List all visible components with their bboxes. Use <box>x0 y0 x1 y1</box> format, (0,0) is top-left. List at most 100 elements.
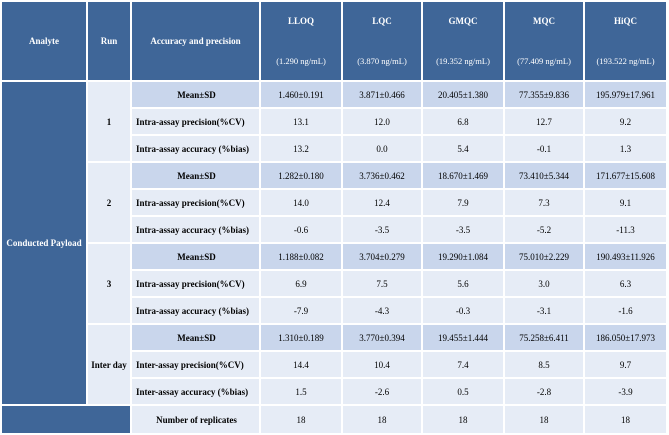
value-cell: -5.2 <box>503 215 585 244</box>
row-label: Mean±SD <box>130 80 261 109</box>
value-cell: 6.8 <box>421 107 505 136</box>
value-cell: -3.1 <box>503 296 585 325</box>
value-cell: 14.4 <box>259 350 343 379</box>
analyte-cell: Conducted Payload <box>0 80 88 406</box>
table-row: Intra-assay accuracy (%bias) -7.9 -4.3 -0.3… <box>1 296 668 325</box>
table-row: Inter day Mean±SD 1.310±0.189 3.770±0.394 19… <box>1 323 668 406</box>
replicate-cell: 18 <box>503 404 585 435</box>
value-cell: -7.9 <box>259 296 343 325</box>
value-cell: 75.258±6.411 <box>503 323 585 352</box>
value-cell: 18.670±1.469 <box>421 161 505 190</box>
value-cell: 20.405±1.380 <box>421 80 505 109</box>
row-label: Intra-assay precision(%CV) <box>130 107 261 136</box>
header-row: Analyte Run Accuracy and precision LLOQ(… <box>0 0 668 82</box>
row-label: Mean±SD <box>130 242 261 271</box>
value-cell: 7.9 <box>421 188 505 217</box>
value-cell: 1.5 <box>259 377 343 406</box>
value-cell: 12.0 <box>341 107 423 136</box>
table-row: 3 Mean±SD 1.188±0.082 3.704±0.279 19.290±1.0… <box>1 242 668 325</box>
value-cell: 10.4 <box>341 350 423 379</box>
value-cell: 9.7 <box>583 350 668 379</box>
header-run: Run <box>86 0 132 82</box>
value-cell: 3.770±0.394 <box>341 323 423 352</box>
value-cell: 186.050±17.973 <box>583 323 668 352</box>
value-cell: -0.6 <box>259 215 343 244</box>
value-cell: 5.6 <box>421 269 505 298</box>
value-cell: 3.871±0.466 <box>341 80 423 109</box>
value-cell: -0.3 <box>421 296 505 325</box>
run-cell: 2 <box>86 161 132 244</box>
value-cell: 13.1 <box>259 107 343 136</box>
header-level: GMQC (19.352 ng/mL) <box>421 0 505 82</box>
table-row: Intra-assay precision(%CV) 13.1 12.0 6.8 12.… <box>1 107 668 136</box>
value-cell: 12.4 <box>341 188 423 217</box>
value-cell: -3.5 <box>421 215 505 244</box>
value-cell: 3.0 <box>503 269 585 298</box>
value-cell: 7.5 <box>341 269 423 298</box>
value-cell: 8.5 <box>503 350 585 379</box>
table-row: 2 Mean±SD 1.282±0.180 3.736±0.462 18.670±1.4… <box>1 161 668 244</box>
table-row: Intra-assay accuracy (%bias) -0.6 -3.5 -3.5… <box>1 215 668 244</box>
value-cell: -3.5 <box>341 215 423 244</box>
value-cell: 190.493±11.926 <box>583 242 668 271</box>
value-cell: 14.0 <box>259 188 343 217</box>
table-row: Intra-assay accuracy (%bias) 13.2 0.0 5.4 -0… <box>1 134 668 163</box>
value-cell: 7.4 <box>421 350 505 379</box>
table-row: Intra-assay precision(%CV) 6.9 7.5 5.6 3.0 6.… <box>1 269 668 298</box>
value-cell: -3.9 <box>583 377 668 406</box>
run-cell: Inter day <box>86 323 132 406</box>
table-row: Intra-assay precision(%CV) 14.0 12.4 7.9 7.3… <box>1 188 668 217</box>
header-level: LQC (3.870 ng/mL) <box>341 0 423 82</box>
row-label: Inter-assay accuracy (%bias) <box>130 377 261 406</box>
row-label: Intra-assay precision(%CV) <box>130 188 261 217</box>
value-cell: -0.1 <box>503 134 585 163</box>
value-cell: 1.282±0.180 <box>259 161 343 190</box>
value-cell: 7.3 <box>503 188 585 217</box>
value-cell: 19.290±1.084 <box>421 242 505 271</box>
value-cell: 171.677±15.608 <box>583 161 668 190</box>
table-row: Conducted Payload 1 Mean±SD 1.460±0.191 3.87… <box>0 80 668 406</box>
value-cell: 6.9 <box>259 269 343 298</box>
header-level: LLOQ (1.290 ng/mL) <box>259 0 343 82</box>
value-cell: 0.0 <box>341 134 423 163</box>
value-cell: 0.5 <box>421 377 505 406</box>
table-row: Inter-assay accuracy (%bias) 1.5 -2.6 0.5 -2… <box>1 377 668 406</box>
table-row: Inter-assay precision(%CV) 14.4 10.4 7.4 8.5… <box>1 350 668 379</box>
value-cell: -1.6 <box>583 296 668 325</box>
replicate-cell: 18 <box>583 404 668 435</box>
footer-label: Number of replicates <box>130 404 261 435</box>
row-label: Inter-assay precision(%CV) <box>130 350 261 379</box>
value-cell: 9.2 <box>583 107 668 136</box>
value-cell: 195.979±17.961 <box>583 80 668 109</box>
value-cell: -4.3 <box>341 296 423 325</box>
replicate-cell: 18 <box>259 404 343 435</box>
value-cell: -2.8 <box>503 377 585 406</box>
header-level: HiQC (193.522 ng/mL) <box>583 0 668 82</box>
header-level: MQC (77.409 ng/mL) <box>503 0 585 82</box>
header-accuracy: Accuracy and precision <box>130 0 261 82</box>
value-cell: 1.3 <box>583 134 668 163</box>
run-cell: 1 <box>86 80 132 163</box>
row-label: Intra-assay accuracy (%bias) <box>130 215 261 244</box>
row-label: Mean±SD <box>130 323 261 352</box>
value-cell: 3.704±0.279 <box>341 242 423 271</box>
value-cell: 12.7 <box>503 107 585 136</box>
row-label: Intra-assay accuracy (%bias) <box>130 134 261 163</box>
value-cell: 9.1 <box>583 188 668 217</box>
value-cell: 19.455±1.444 <box>421 323 505 352</box>
value-cell: 73.410±5.344 <box>503 161 585 190</box>
value-cell: 75.010±2.229 <box>503 242 585 271</box>
value-cell: 3.736±0.462 <box>341 161 423 190</box>
value-cell: 1.188±0.082 <box>259 242 343 271</box>
value-cell: -2.6 <box>341 377 423 406</box>
value-cell: 5.4 <box>421 134 505 163</box>
replicate-cell: 18 <box>341 404 423 435</box>
footer-row: Number of replicates 18 18 18 18 18 <box>0 404 668 435</box>
header-analyte: Analyte <box>0 0 88 82</box>
replicate-cell: 18 <box>421 404 505 435</box>
row-label: Intra-assay precision(%CV) <box>130 269 261 298</box>
run-cell: 3 <box>86 242 132 325</box>
value-cell: 1.460±0.191 <box>259 80 343 109</box>
value-cell: 13.2 <box>259 134 343 163</box>
